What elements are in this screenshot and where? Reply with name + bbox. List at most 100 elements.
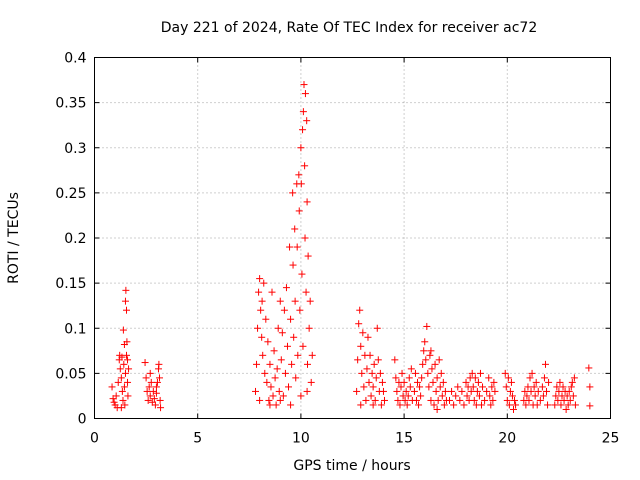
data-point [440, 401, 448, 409]
data-point [118, 387, 126, 395]
chart-title: Day 221 of 2024, Rate Of TEC Index for r… [161, 20, 537, 36]
data-point [554, 396, 562, 404]
data-point [152, 389, 160, 397]
data-point [291, 297, 299, 305]
data-point [269, 392, 277, 400]
data-point [256, 275, 264, 283]
data-point [377, 401, 385, 409]
data-point [117, 404, 125, 412]
data-point [271, 374, 279, 382]
data-point [410, 387, 418, 395]
y-tick-label: 0.05 [55, 366, 86, 382]
data-point [262, 315, 270, 323]
data-point [300, 81, 308, 89]
data-point [122, 306, 130, 314]
data-point [299, 342, 307, 350]
data-point [525, 396, 533, 404]
data-point [359, 329, 367, 337]
data-point [419, 360, 427, 368]
data-point [426, 351, 434, 359]
data-point [424, 369, 432, 377]
data-point [508, 392, 516, 400]
data-point [433, 374, 441, 382]
data-point [563, 392, 571, 400]
data-point [432, 387, 440, 395]
data-point [354, 356, 362, 364]
data-point [255, 288, 263, 296]
data-point [121, 401, 129, 409]
data-point [402, 387, 410, 395]
data-point [146, 392, 154, 400]
data-point [502, 383, 510, 391]
data-point [411, 369, 419, 377]
y-tick-label: 0.4 [64, 51, 86, 67]
data-point [467, 387, 475, 395]
y-tick-label: 0.15 [55, 276, 86, 292]
data-point [270, 347, 278, 355]
data-point [373, 324, 381, 332]
data-point [526, 374, 534, 382]
data-point [401, 396, 409, 404]
data-point [303, 198, 311, 206]
x-tick-label: 5 [193, 431, 202, 447]
data-point [487, 401, 495, 409]
data-point [301, 90, 309, 98]
data-point [448, 387, 456, 395]
data-point [488, 383, 496, 391]
data-point [124, 356, 132, 364]
x-axis-label: GPS time / hours [293, 458, 410, 474]
data-point [266, 401, 274, 409]
data-point [553, 383, 561, 391]
data-point [406, 383, 414, 391]
data-point [120, 340, 128, 348]
data-point [485, 374, 493, 382]
data-point [251, 387, 259, 395]
data-point [398, 369, 406, 377]
data-point [289, 261, 297, 269]
data-point [403, 401, 411, 409]
data-point [503, 396, 511, 404]
data-point [434, 396, 442, 404]
data-point [156, 374, 164, 382]
data-points [108, 81, 594, 413]
data-point [521, 387, 529, 395]
data-point [418, 374, 426, 382]
data-point [421, 338, 429, 346]
data-point [261, 369, 269, 377]
data-point [504, 374, 512, 382]
data-point [565, 387, 573, 395]
data-point [282, 284, 290, 292]
data-point [552, 392, 560, 400]
data-point [289, 189, 297, 197]
data-point [560, 396, 568, 404]
data-point [298, 270, 306, 278]
data-point [396, 401, 404, 409]
data-point [120, 383, 128, 391]
data-point [551, 401, 559, 409]
data-point [559, 383, 567, 391]
data-point [149, 387, 157, 395]
data-point [256, 396, 264, 404]
data-point [427, 347, 435, 355]
data-point [545, 378, 553, 386]
data-point [534, 387, 542, 395]
data-point [437, 369, 445, 377]
data-point [486, 392, 494, 400]
data-point [422, 356, 430, 364]
y-axis-label: ROTI / TECUs [6, 192, 22, 284]
data-point [114, 378, 122, 386]
x-tick-label: 25 [602, 431, 620, 447]
data-point [303, 117, 311, 125]
data-point [463, 392, 471, 400]
axis-ticks: 0 5 10 15 20 25 0 0.05 0.1 0.15 0.2 0.25 0.3 0.35 0.4 [55, 51, 619, 447]
data-point [278, 329, 286, 337]
data-point [121, 369, 129, 377]
data-point [296, 306, 304, 314]
data-point [150, 395, 158, 403]
data-point [287, 315, 295, 323]
data-point [307, 378, 315, 386]
data-point [412, 396, 420, 404]
data-point [400, 378, 408, 386]
data-point [121, 297, 129, 305]
data-point [302, 288, 310, 296]
